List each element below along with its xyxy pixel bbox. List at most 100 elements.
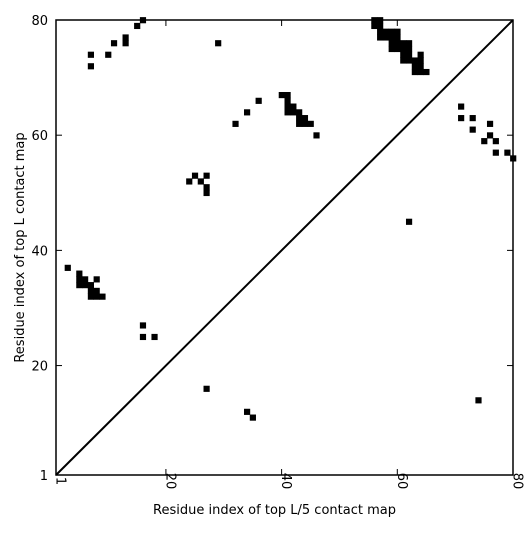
contact-cell (382, 34, 390, 41)
contact-cell (99, 293, 106, 300)
contact-cell (284, 103, 291, 110)
contact-cell (284, 91, 291, 99)
contact-cell (105, 51, 112, 58)
contact-cell (417, 57, 424, 64)
contact-cell (296, 120, 303, 127)
contact-cell (301, 120, 309, 127)
contact-cell (110, 40, 118, 47)
contact-cell (203, 184, 210, 191)
contact-cell (394, 28, 401, 35)
contact-cell (458, 115, 465, 122)
contact-cell (203, 172, 210, 179)
contact-cell (93, 293, 100, 300)
contact-cell (486, 120, 494, 127)
contact-cell (486, 132, 494, 139)
x-tick-label: 1 (53, 477, 68, 485)
contact-cell (64, 264, 71, 271)
contact-cell (296, 115, 303, 122)
contact-cell (186, 178, 193, 185)
contact-cell (405, 45, 413, 53)
contact-cell (423, 68, 430, 76)
contact-cell (382, 28, 390, 35)
contact-cell (388, 34, 395, 41)
contact-cell (76, 270, 83, 277)
contact-cell (371, 22, 378, 30)
axis-ticks: 1 20 40 60 80 1 20 40 60 80 (31, 14, 524, 489)
y-tick-label: 20 (31, 360, 48, 375)
contact-cell (492, 138, 499, 145)
contact-cell (417, 63, 424, 70)
y-tick-label: 40 (31, 244, 48, 259)
contact-cell (122, 34, 129, 41)
contact-cell (87, 63, 95, 70)
contact-cell (405, 57, 413, 64)
contact-cell (417, 68, 424, 76)
contact-cell (244, 408, 251, 415)
contact-cell (76, 276, 83, 283)
contact-cells (64, 17, 517, 421)
y-tick-label: 60 (31, 129, 48, 144)
contact-cell (215, 40, 222, 47)
contact-cell (290, 103, 297, 110)
contact-cell (405, 51, 413, 58)
contact-cell (417, 51, 424, 58)
contact-cell (296, 109, 303, 116)
contact-cell (458, 103, 465, 110)
contact-cell (388, 40, 395, 47)
contact-cell (203, 189, 210, 197)
contact-cell (290, 109, 297, 116)
contact-cell (469, 115, 476, 122)
contact-cell (394, 40, 401, 47)
contact-cell (82, 282, 89, 289)
contact-cell (232, 120, 239, 127)
x-tick-label: 60 (394, 473, 409, 490)
contact-cell (191, 172, 199, 179)
contact-cell (87, 287, 95, 294)
contact-cell (313, 132, 320, 139)
x-tick-label: 20 (162, 473, 177, 490)
contact-cell (87, 293, 95, 300)
contact-cell (87, 51, 95, 58)
contact-cell (134, 22, 141, 30)
contact-cell (377, 22, 384, 30)
contact-cell (307, 120, 314, 127)
contact-cell (93, 287, 100, 294)
contact-cell (475, 397, 482, 404)
contact-cell (197, 178, 204, 185)
contact-cell (284, 109, 291, 116)
y-tick-label: 80 (31, 14, 48, 29)
contact-cell (400, 57, 407, 64)
contact-cell (244, 109, 251, 116)
contact-cell (377, 34, 384, 41)
contact-cell (122, 40, 129, 47)
contact-cell (249, 414, 256, 421)
contact-cell (394, 34, 401, 41)
contact-cell (284, 97, 291, 104)
contact-cell (82, 276, 89, 283)
y-axis-label: Residue index of top L contact map (13, 132, 28, 362)
contact-cell (405, 218, 413, 225)
contact-cell (405, 40, 413, 47)
contact-cell (411, 68, 418, 76)
contact-cell (411, 57, 418, 64)
contact-cell (388, 45, 395, 53)
contact-cell (411, 63, 418, 70)
y-tick-label: 1 (40, 469, 48, 484)
contact-cell (400, 40, 407, 47)
contact-cell (203, 385, 210, 392)
x-tick-label: 80 (510, 473, 525, 490)
contact-cell (469, 126, 476, 133)
contact-cell (278, 91, 285, 99)
contact-cell (400, 45, 407, 53)
contact-cell (139, 333, 147, 341)
x-axis-label: Residue index of top L/5 contact map (153, 503, 396, 518)
contact-cell (377, 28, 384, 35)
contact-cell (492, 149, 499, 156)
contact-cell (93, 276, 100, 283)
contact-cell (394, 45, 401, 53)
contact-cell (301, 115, 309, 122)
contact-cell (151, 333, 158, 341)
contact-cell (76, 282, 83, 289)
